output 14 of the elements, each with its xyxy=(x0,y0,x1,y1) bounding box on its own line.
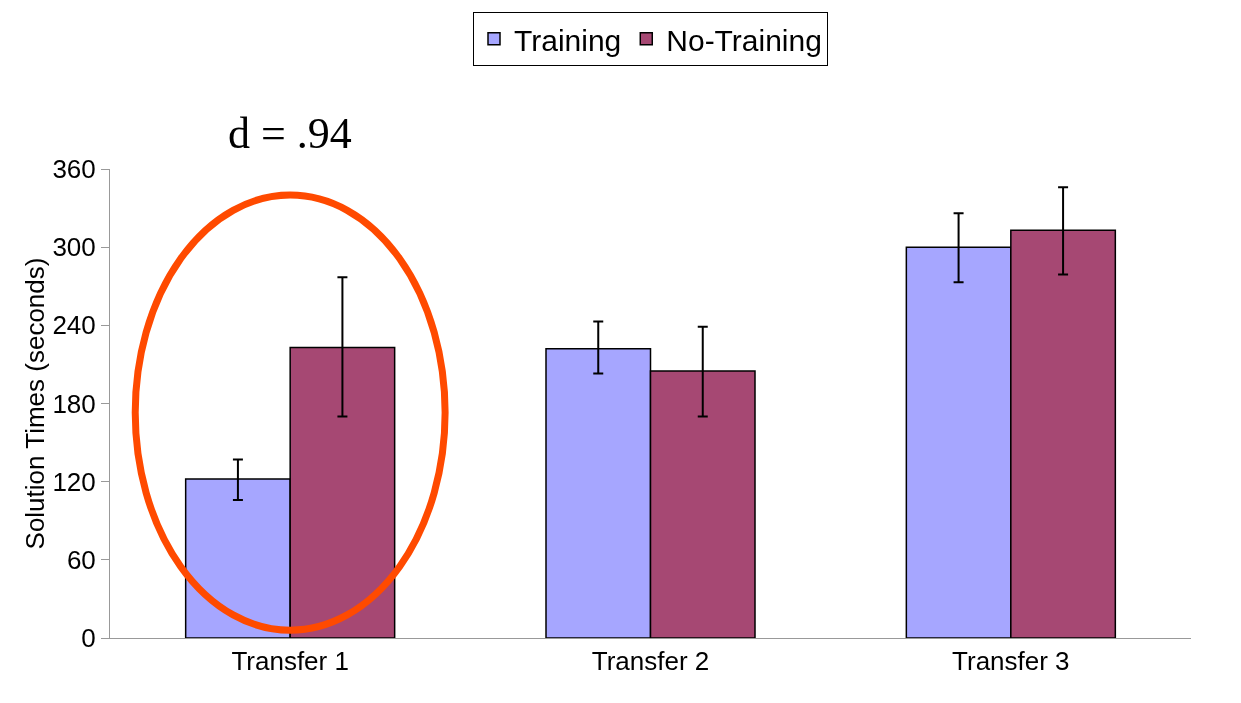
y-tick-label: 180 xyxy=(52,388,96,419)
x-tick-label: Transfer 2 xyxy=(591,646,710,677)
y-tick-label: 60 xyxy=(66,544,96,575)
text: d = .94 xyxy=(228,109,352,158)
legend-label: Training xyxy=(514,23,622,57)
x-tick-label: Transfer 1 xyxy=(231,646,349,677)
y-tick-label: 300 xyxy=(52,232,96,263)
y-tick-label: 0 xyxy=(81,623,96,654)
x-tick-label: Transfer 3 xyxy=(952,646,1070,677)
y-tick-label: 240 xyxy=(52,310,96,341)
y-axis-title: Solution Times (seconds) xyxy=(20,257,51,550)
legend-label: No-Training xyxy=(666,23,822,57)
y-tick-label: 360 xyxy=(52,154,96,185)
y-tick-label: 120 xyxy=(52,466,96,497)
